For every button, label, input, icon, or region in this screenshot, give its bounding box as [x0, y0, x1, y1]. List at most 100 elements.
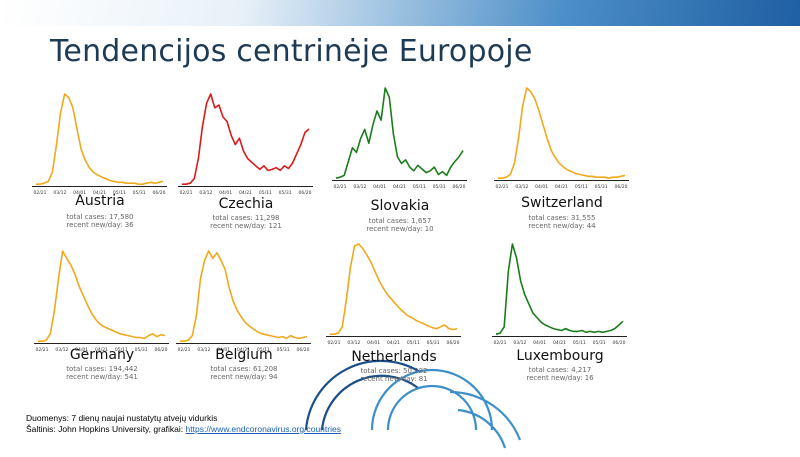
footer-data-note: Duomenys: 7 dienų naujai nustatytų atvej… — [26, 413, 218, 423]
x-tick-label: 04/21 — [237, 347, 250, 353]
chart-svg: 02/21 03/12 04/01 04/21 05/11 05/31 06/20 — [332, 87, 467, 190]
x-tick-label: 03/12 — [353, 184, 366, 190]
x-tick-label: 02/21 — [494, 340, 507, 346]
chart-svg: 02/21 03/12 04/01 04/21 05/11 05/31 06/20 — [176, 250, 311, 353]
series-line — [182, 93, 310, 185]
series-line — [36, 93, 164, 185]
x-tick-label: 02/21 — [328, 340, 341, 346]
chart-svg: 02/21 03/12 04/01 04/21 05/11 05/31 06/20 — [492, 243, 627, 346]
chart-svg: 02/21 03/12 04/01 04/21 05/11 05/31 06/20 — [326, 243, 461, 346]
x-tick-label: 04/01 — [373, 184, 386, 190]
total-cases-label: total cases: 4,217 — [528, 366, 592, 374]
x-tick-label: 04/01 — [219, 190, 232, 196]
x-tick-label: 05/31 — [133, 190, 146, 196]
x-tick-label: 05/11 — [113, 190, 126, 196]
total-cases-label: total cases: 61,208 — [210, 365, 278, 373]
x-tick-label: 04/01 — [75, 347, 88, 353]
chart-germany: 02/21 03/12 04/01 04/21 05/11 05/31 06/20 — [34, 245, 169, 355]
series-line — [330, 243, 458, 335]
x-tick-label: 04/21 — [387, 340, 400, 346]
x-tick-label: 03/12 — [53, 190, 66, 196]
x-tick-label: 05/11 — [257, 347, 270, 353]
x-tick-label: 05/11 — [413, 184, 426, 190]
total-cases-label: total cases: 17,580 — [66, 213, 134, 221]
chart-svg: 02/21 03/12 04/01 04/21 05/11 05/31 06/20 — [494, 87, 629, 190]
x-tick-label: 06/20 — [297, 347, 310, 353]
recent-new-label: recent new/day: 10 — [366, 225, 434, 233]
total-cases-label: total cases: 1,657 — [368, 217, 432, 225]
total-cases-label: total cases: 11,298 — [212, 214, 280, 222]
total-cases-label: total cases: 31,555 — [528, 214, 596, 222]
chart-netherlands: 02/21 03/12 04/01 04/21 05/11 05/31 06/20 — [326, 238, 461, 348]
x-tick-label: 05/31 — [135, 347, 148, 353]
x-tick-label: 06/20 — [447, 340, 460, 346]
x-tick-label: 06/20 — [155, 347, 168, 353]
x-tick-label: 03/12 — [515, 184, 528, 190]
x-tick-label: 05/31 — [433, 184, 446, 190]
x-tick-label: 02/21 — [178, 347, 191, 353]
x-tick-label: 02/21 — [334, 184, 347, 190]
series-line — [495, 243, 624, 335]
x-tick-label: 05/31 — [279, 190, 292, 196]
series-line — [38, 250, 166, 342]
country-name: Germany — [69, 347, 135, 363]
x-tick-label: 05/11 — [115, 347, 128, 353]
chart-luxembourg: 02/21 03/12 04/01 04/21 05/11 05/31 06/20 — [492, 238, 627, 348]
x-tick-label: 05/31 — [277, 347, 290, 353]
x-tick-label: 04/01 — [535, 184, 548, 190]
recent-new-label: recent new/day: 121 — [210, 222, 282, 230]
chart-slovakia: 02/21 03/12 04/01 04/21 05/11 05/31 06/20 — [332, 82, 467, 192]
x-tick-label: 03/12 — [347, 340, 360, 346]
country-name: Czechia — [218, 196, 274, 212]
x-tick-label: 04/21 — [239, 190, 252, 196]
x-tick-label: 03/12 — [513, 340, 526, 346]
x-tick-label: 03/12 — [55, 347, 68, 353]
x-tick-label: 04/21 — [555, 184, 568, 190]
country-name: Switzerland — [521, 195, 603, 211]
country-name: Slovakia — [370, 198, 430, 214]
x-tick-label: 06/20 — [153, 190, 166, 196]
chart-austria: 02/21 03/12 04/01 04/21 05/11 05/31 06/20 — [32, 88, 167, 198]
country-name: Austria — [75, 193, 125, 209]
x-tick-label: 04/01 — [73, 190, 86, 196]
chart-svg: 02/21 03/12 04/01 04/21 05/11 05/31 06/20 — [178, 93, 313, 196]
x-tick-label: 02/21 — [36, 347, 49, 353]
chart-czechia: 02/21 03/12 04/01 04/21 05/11 05/31 06/20 — [178, 88, 313, 198]
x-tick-label: 06/20 — [299, 190, 312, 196]
series-line — [335, 87, 464, 179]
footer-source-label: Šaltinis: John Hopkins University, grafi… — [26, 424, 186, 434]
country-name: Luxembourg — [516, 348, 604, 364]
recent-new-label: recent new/day: 94 — [210, 373, 278, 381]
recent-new-label: recent new/day: 81 — [360, 375, 428, 383]
x-tick-label: 05/31 — [427, 340, 440, 346]
chart-switzerland: 02/21 03/12 04/01 04/21 05/11 05/31 06/20 — [494, 82, 629, 192]
x-tick-label: 03/12 — [199, 190, 212, 196]
x-tick-label: 05/31 — [593, 340, 606, 346]
source-link[interactable]: https://www.endcoronavirus.org/countries — [185, 424, 341, 434]
series-line — [498, 87, 626, 179]
footer-source: Šaltinis: John Hopkins University, grafi… — [26, 424, 341, 434]
x-tick-label: 04/01 — [367, 340, 380, 346]
x-tick-label: 02/21 — [496, 184, 509, 190]
x-tick-label: 05/11 — [407, 340, 420, 346]
country-name: Netherlands — [351, 349, 437, 365]
recent-new-label: recent new/day: 541 — [66, 373, 138, 381]
country-name: Belgium — [215, 347, 273, 363]
x-tick-label: 05/31 — [595, 184, 608, 190]
x-tick-label: 05/11 — [573, 340, 586, 346]
chart-svg: 02/21 03/12 04/01 04/21 05/11 05/31 06/20 — [34, 250, 169, 353]
chart-belgium: 02/21 03/12 04/01 04/21 05/11 05/31 06/20 — [176, 245, 311, 355]
x-tick-label: 02/21 — [180, 190, 193, 196]
x-tick-label: 05/11 — [259, 190, 272, 196]
slide-title: Tendencijos centrinėje Europoje — [50, 34, 533, 69]
x-tick-label: 04/21 — [553, 340, 566, 346]
x-tick-label: 04/21 — [93, 190, 106, 196]
x-tick-label: 06/20 — [615, 184, 628, 190]
x-tick-label: 03/12 — [197, 347, 210, 353]
x-tick-label: 06/20 — [453, 184, 466, 190]
x-tick-label: 02/21 — [34, 190, 47, 196]
recent-new-label: recent new/day: 44 — [528, 222, 596, 230]
x-tick-label: 04/21 — [95, 347, 108, 353]
recent-new-label: recent new/day: 36 — [66, 221, 134, 229]
